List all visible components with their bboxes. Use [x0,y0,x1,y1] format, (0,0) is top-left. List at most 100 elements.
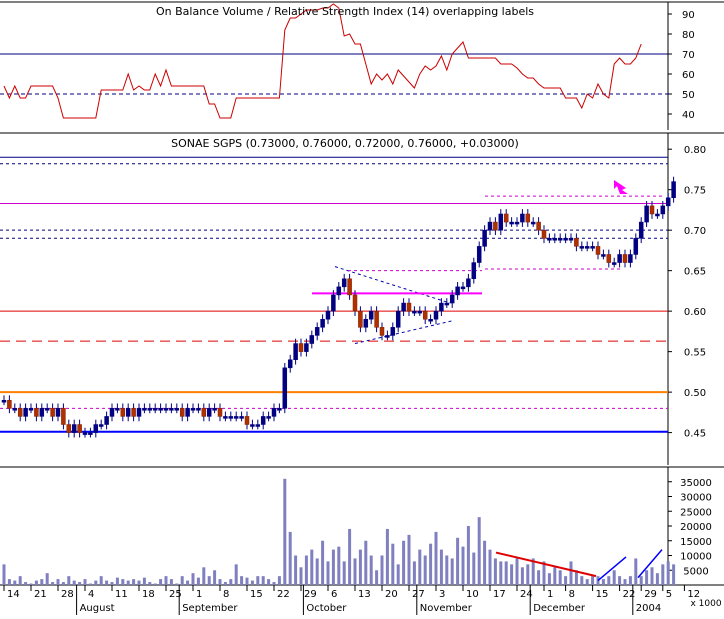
volume-bar [234,564,238,585]
price-bar [271,408,277,417]
volume-bar [391,543,395,585]
price-bar [482,229,487,247]
price-bar [174,408,180,411]
volume-bar [580,576,584,585]
volume-bar [655,573,659,585]
volume-bar [531,558,535,585]
pointer-arrow-icon [614,180,628,194]
volume-bar [337,546,341,585]
price-bar [471,262,477,280]
price-bar [244,416,250,425]
volume-bar [569,561,573,585]
price-bar [233,416,239,419]
price-bar [655,213,660,217]
price-bar [347,278,352,296]
volume-bar [612,570,616,585]
indicator-tick-label: 40 [682,110,695,121]
date-tick-label: 4 [88,589,94,600]
volume-bar [207,576,211,585]
date-tick-label: 21 [34,589,47,600]
price-bar [115,408,120,411]
price-bar [304,343,309,352]
volume-scale-label: x 1000 [690,599,721,609]
volume-bar [385,528,389,585]
price-bar [109,408,115,417]
price-bar [120,408,126,417]
volume-bar [439,549,443,585]
volume-bar [191,573,195,585]
price-bar [412,310,417,314]
volume-bar [418,549,422,585]
price-bar [158,408,163,411]
price-bar [590,246,595,249]
volume-bar [40,579,44,585]
price-bar [88,432,93,435]
volume-bar [294,555,298,585]
volume-bar [218,579,222,585]
price-bar [314,327,320,336]
price-bar [476,246,482,263]
price-bar [212,408,217,411]
price-bar [1,399,7,403]
date-tick-label: 10 [466,589,479,600]
price-bar [336,286,342,296]
month-label: August [80,603,115,614]
price-bar [466,278,471,288]
indicator-tick-label: 60 [682,70,695,81]
price-bar [12,408,18,411]
volume-bar [105,580,109,585]
volume-bar [180,576,184,585]
volume-trend-up-line [597,556,627,582]
date-tick-label: 22 [277,589,290,600]
volume-bar [375,570,379,585]
price-bar [250,424,255,427]
month-label: October [306,603,347,614]
price-bar [401,302,406,312]
volume-bar [148,582,152,585]
volume-bar [164,576,168,585]
volume-bar [310,549,314,585]
price-bar [228,416,234,419]
volume-bar [526,564,530,585]
price-bar [665,197,671,207]
price-bar [104,416,109,425]
price-bar [131,408,136,417]
price-bar [358,310,363,328]
volume-bar [142,577,146,585]
price-bar [163,408,169,411]
volume-bar [283,478,287,585]
volume-bar [510,564,514,585]
price-bar [293,343,298,360]
price-bar [541,229,547,239]
price-bar [536,221,541,231]
month-label: September [182,603,238,614]
volume-bar [45,573,49,585]
date-tick-label: 11 [115,589,128,600]
volume-bar [466,526,470,585]
price-bar [71,424,77,433]
price-bar [282,367,288,409]
indicator-legend: On Balance Volume / Relative Strength In… [156,5,534,18]
volume-tick-label: 10000 [680,552,712,563]
volume-bar [175,583,179,585]
volume-bar [331,549,335,585]
price-bar [169,408,174,411]
date-tick-label: 5 [666,589,672,600]
volume-bar [672,564,676,585]
volume-bar [250,580,254,585]
volume-bar [601,579,605,585]
volume-bar [299,567,303,585]
volume-tick-label: 5000 [683,566,708,577]
price-bar [201,408,207,417]
date-tick-label: 29 [644,589,657,600]
date-tick-label: 12 [687,589,700,600]
price-tick-label: 0.45 [684,429,706,440]
volume-tick-label: 35000 [680,478,712,489]
price-bar [260,416,266,425]
price-bar [266,416,271,419]
price-tick-label: 0.55 [684,348,706,359]
price-bar [433,310,439,320]
volume-bar [223,582,227,585]
price-bar [498,213,504,231]
volume-bar [461,546,465,585]
